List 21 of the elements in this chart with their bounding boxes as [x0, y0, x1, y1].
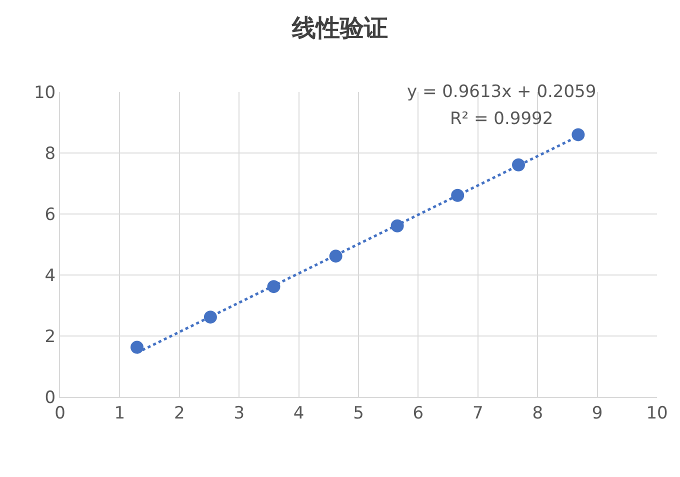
annotation: y = 0.9613x + 0.2059: [407, 82, 596, 102]
point: [130, 340, 144, 354]
x-tick-label: 4: [293, 403, 304, 424]
y-tick-label: 4: [44, 266, 56, 286]
y-tick-label: 6: [44, 204, 56, 225]
x-tick-label: 6: [412, 403, 424, 424]
y-tick-label: 10: [34, 82, 56, 103]
x-tick-label: 8: [532, 403, 544, 424]
y-tick-label: 0: [44, 388, 56, 408]
annotation: R² = 0.9992: [450, 109, 554, 129]
chart-title: 线性验证: [291, 14, 388, 42]
x-tick-label: 9: [592, 403, 603, 424]
x-tick-label: 10: [646, 403, 668, 424]
x-tick-label: 2: [174, 403, 185, 424]
point: [572, 128, 585, 142]
x-tick-label: 5: [353, 403, 364, 424]
y-tick-label: 8: [44, 144, 56, 164]
x-tick-label: 1: [114, 403, 126, 424]
y-tick-label: 2: [44, 326, 56, 347]
x-tick-label: 3: [234, 403, 245, 424]
x-tick-label: 7: [472, 403, 484, 424]
